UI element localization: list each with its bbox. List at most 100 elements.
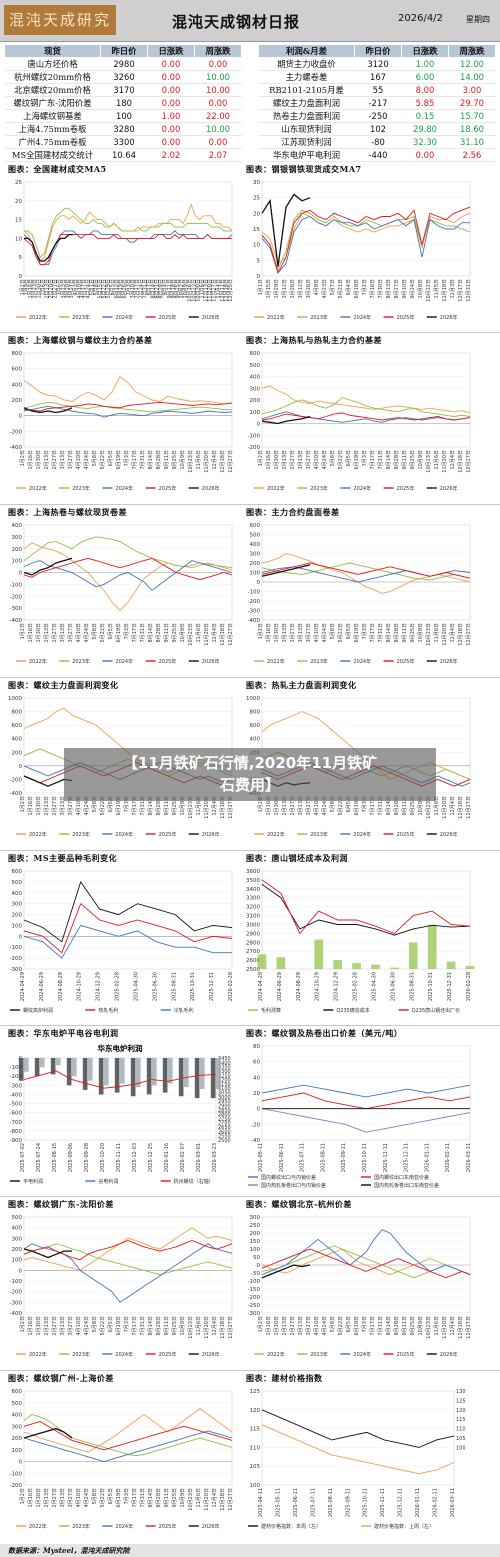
chart-c9: 600 500 400 300 200 100 0 -100 -200 -3002024-04-2…: [10, 869, 234, 1014]
x-tick-label: 7月17日: [132, 796, 138, 816]
x-tick-label: 8月14日: [148, 1488, 154, 1508]
table-header: 昨日价: [354, 44, 402, 58]
y-tick-label: 400: [12, 382, 23, 388]
row-label: 螺纹主力盘面利润: [258, 96, 355, 110]
x-tick-label: 12月4日: [212, 623, 218, 643]
y-tick-label: 40: [253, 1075, 260, 1081]
x-tick-label: 4月10日: [76, 450, 82, 470]
x-tick-label: 1月2日: [258, 450, 264, 466]
table-row: 上海4.75mm卷板 3280 0.00 10.00: [4, 122, 242, 136]
x-tick-label: 4月24日: [84, 1316, 90, 1336]
y2-tick-label: 130: [456, 1389, 466, 1395]
y2-tick-label: 100: [456, 1445, 466, 1451]
x-tick-label: 2月27日: [290, 796, 296, 816]
y2-tick-label: 125: [456, 1398, 466, 1404]
series-line: [261, 412, 471, 421]
table-row: 唐山方坯价格 2980 0.00 0.00: [4, 57, 242, 71]
x-tick-label: 9月11日: [402, 796, 408, 816]
x-tick-label: 8月7日: [146, 279, 152, 295]
x-tick-label: 3月13日: [298, 1316, 304, 1336]
x-tick-label: 6月19日: [116, 1316, 122, 1336]
series-line: [23, 1240, 233, 1261]
x-tick-label: 1月30日: [274, 623, 280, 643]
table-row: 螺纹钢广东-沈阳价差 180 0.00 0.00: [4, 96, 242, 110]
x-tick-label: 2025-04-11: [258, 1488, 264, 1517]
y-tick-label: -100: [248, 590, 261, 596]
y-tick-label: 0: [19, 934, 23, 940]
x-tick-label: 1月2日: [20, 1316, 26, 1332]
article-title-overlay[interactable]: 【11月铁矿石行情,2020年11月铁矿 石费用】: [64, 748, 436, 801]
x-tick-label: 3月12日: [298, 279, 304, 299]
x-tick-label: 2025-10-20: [100, 1143, 106, 1172]
legend-label: 2026年: [202, 1351, 220, 1358]
x-tick-label: 2025-02-28: [115, 972, 121, 1001]
row-value: 14.00: [448, 70, 496, 84]
x-tick-label: 4月10日: [314, 796, 320, 816]
x-tick-label: 3月13日: [60, 796, 66, 816]
x-tick-label: 3月20日: [65, 279, 71, 299]
series-line: [23, 1227, 233, 1271]
x-tick-label: 5月22日: [338, 450, 344, 470]
y-tick-label: 20: [15, 199, 22, 205]
profit-bar: [216, 1058, 221, 1089]
x-tick-label: 3月6日: [57, 279, 63, 295]
chart-c16: 1251201151101051001301251201151101051002…: [248, 1389, 466, 1530]
x-tick-label: 11月5日: [434, 279, 440, 299]
profit-bar: [465, 966, 475, 969]
x-tick-label: 1月16日: [266, 450, 272, 470]
x-tick-label: 8月14日: [148, 623, 154, 643]
x-tick-label: 10月23日: [426, 623, 432, 646]
x-tick-label: 1月30日: [36, 623, 42, 643]
profit-bar: [66, 1058, 72, 1086]
x-tick-label: 5月22日: [338, 796, 344, 816]
y2-tick-label: 3000: [218, 1095, 231, 1101]
legend-label: 2026年: [440, 658, 458, 665]
x-tick-label: 11月13日: [204, 279, 210, 302]
x-tick-label: 2026-03-01: [196, 1143, 202, 1172]
profit-bar: [168, 1058, 173, 1084]
x-tick-label: 11月6日: [196, 450, 202, 470]
y-tick-label: 300: [12, 1236, 23, 1242]
x-tick-label: 12月11日: [220, 279, 226, 302]
row-divider: [0, 850, 500, 851]
y-tick-label: 500: [12, 880, 23, 886]
row-label: 上海螺纹钢基差: [4, 109, 101, 123]
y-tick-label: 100: [250, 410, 261, 416]
x-tick-label: 1月16日: [28, 1488, 34, 1508]
y-tick-label: 25: [253, 196, 260, 202]
table-row: 螺纹主力盘面利润 -217 5.85 29.70: [258, 96, 496, 110]
y-tick-label: -200: [10, 1074, 23, 1080]
x-tick-label: 2月27日: [53, 279, 59, 299]
y-tick-label: -400: [10, 1311, 23, 1317]
profit-bar: [314, 939, 324, 969]
x-tick-label: 2025-06-11: [293, 1488, 299, 1517]
x-tick-label: 2月27日: [52, 623, 58, 643]
x-tick-label: 11月6日: [196, 796, 202, 816]
x-tick-label: 3月27日: [69, 279, 75, 299]
y2-tick-label: 3100: [218, 1086, 231, 1092]
row-value: 10.00: [194, 70, 242, 84]
y2-tick-label: 3200: [218, 1078, 231, 1084]
legend-label: 国内热轧板卷出口东南亚价差: [374, 1182, 439, 1189]
x-tick-label: 2025-07-11: [300, 1143, 306, 1172]
x-tick-label: 2月20日: [49, 279, 55, 299]
x-tick-label: 7月16日: [370, 279, 376, 299]
x-tick-label: 12月18日: [220, 1488, 226, 1511]
y2-tick-label: 2500: [218, 1138, 231, 1144]
table-row: MS全国建材成交统计 10.64 2.02 2.07: [4, 148, 242, 162]
x-tick-label: 10月2日: [179, 279, 185, 299]
panel-title: 图表：螺纹钢北京-杭州价差: [246, 1199, 352, 1209]
x-tick-label: 2025-10-11: [363, 1488, 369, 1517]
x-tick-label: 2025-08-31: [171, 972, 177, 1001]
x-tick-label: 7月31日: [378, 1316, 384, 1336]
x-tick-label: 9月25日: [410, 623, 416, 643]
y-tick-label: -600: [10, 1111, 23, 1117]
y-tick-label: -40: [251, 1138, 260, 1144]
y-tick-label: 300: [12, 535, 23, 541]
row-value: 2980: [100, 57, 148, 71]
x-tick-label: 7月31日: [140, 1316, 146, 1336]
x-tick-label: 11月20日: [204, 796, 210, 819]
x-tick-label: 12月27日: [228, 796, 234, 819]
row-value: -440: [354, 148, 402, 162]
